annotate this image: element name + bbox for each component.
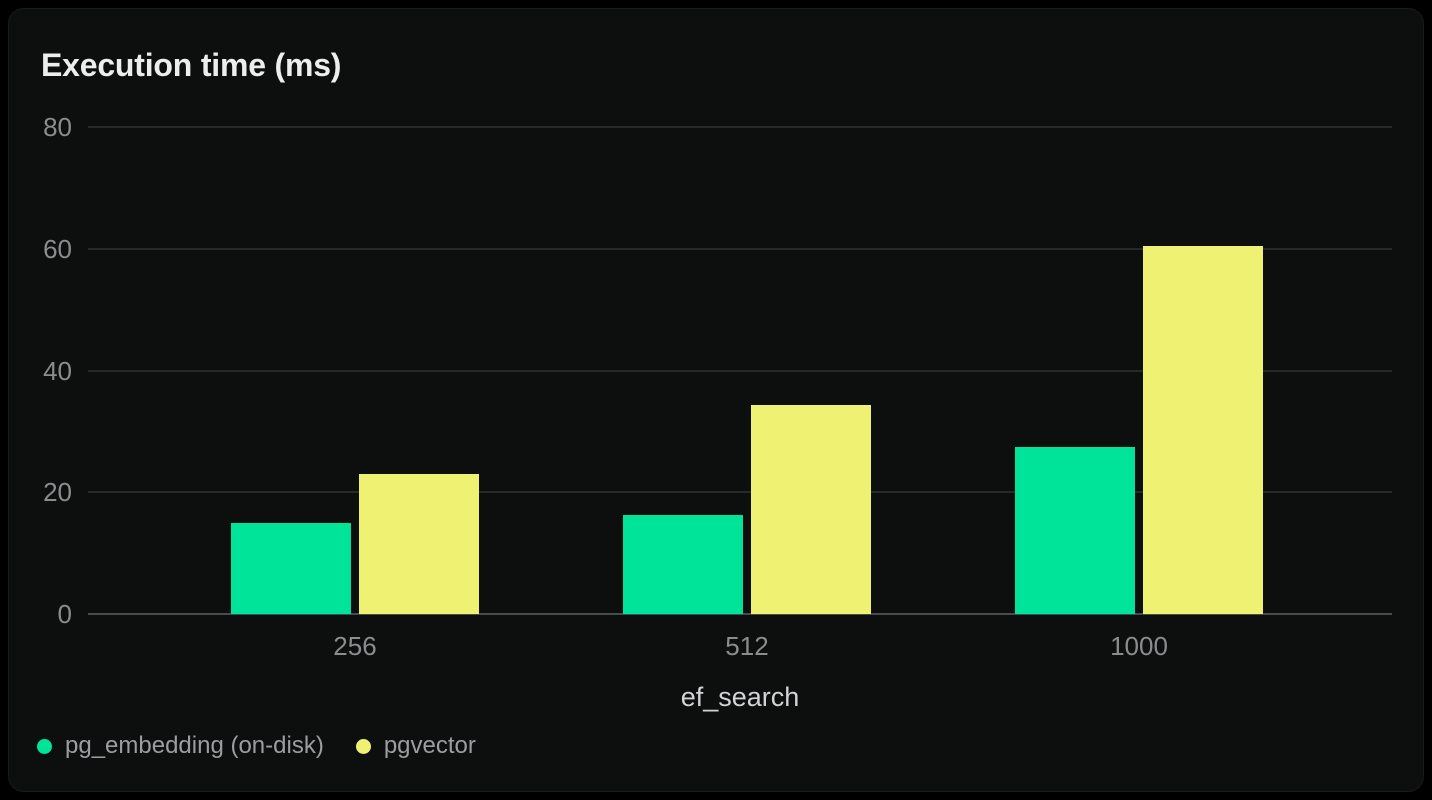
y-axis-tick-label: 60 <box>43 233 72 264</box>
legend-swatch-icon <box>37 738 52 754</box>
legend-swatch-icon <box>355 738 371 754</box>
bar-pgvector[interactable] <box>1143 246 1263 614</box>
bar-pg-embedding-on-disk[interactable] <box>623 515 743 614</box>
gridline <box>88 247 1392 250</box>
y-axis-tick-label: 40 <box>43 355 72 386</box>
legend-item-pgvector[interactable]: pgvector <box>355 731 476 761</box>
x-axis-tick-label: 512 <box>725 631 769 661</box>
chart-card: Execution time (ms) 0 20 40 60 80 256 512 1000 … <box>8 8 1424 792</box>
legend-item-pg-embedding-on-disk[interactable]: pg_embedding (on-disk) <box>37 731 324 761</box>
y-axis-tick-label: 0 <box>57 599 72 629</box>
x-axis-tick-label: 1000 <box>1110 631 1168 661</box>
plot-area: 0 20 40 60 80 256 512 1000 <box>43 112 1392 661</box>
bar-pg-embedding-on-disk[interactable] <box>231 523 351 614</box>
y-axis-tick-label: 80 <box>43 112 72 142</box>
x-axis-line <box>88 613 1392 615</box>
bar-pg-embedding-on-disk[interactable] <box>1015 447 1135 614</box>
x-axis-tick-label: 256 <box>333 631 377 661</box>
x-axis-label: ef_search <box>680 682 800 712</box>
gridline <box>88 126 1392 128</box>
legend: pg_embedding (on-disk) pgvector <box>37 731 476 761</box>
y-axis-tick-label: 20 <box>43 477 72 508</box>
legend-item-label: pg_embedding (on-disk) <box>65 732 324 759</box>
chart-title: Execution time (ms) <box>41 47 342 83</box>
legend-item-label: pgvector <box>383 732 476 759</box>
bar-pgvector[interactable] <box>359 474 479 614</box>
gridline <box>88 491 1392 494</box>
bar-pgvector[interactable] <box>751 405 871 614</box>
gridline <box>88 369 1392 372</box>
